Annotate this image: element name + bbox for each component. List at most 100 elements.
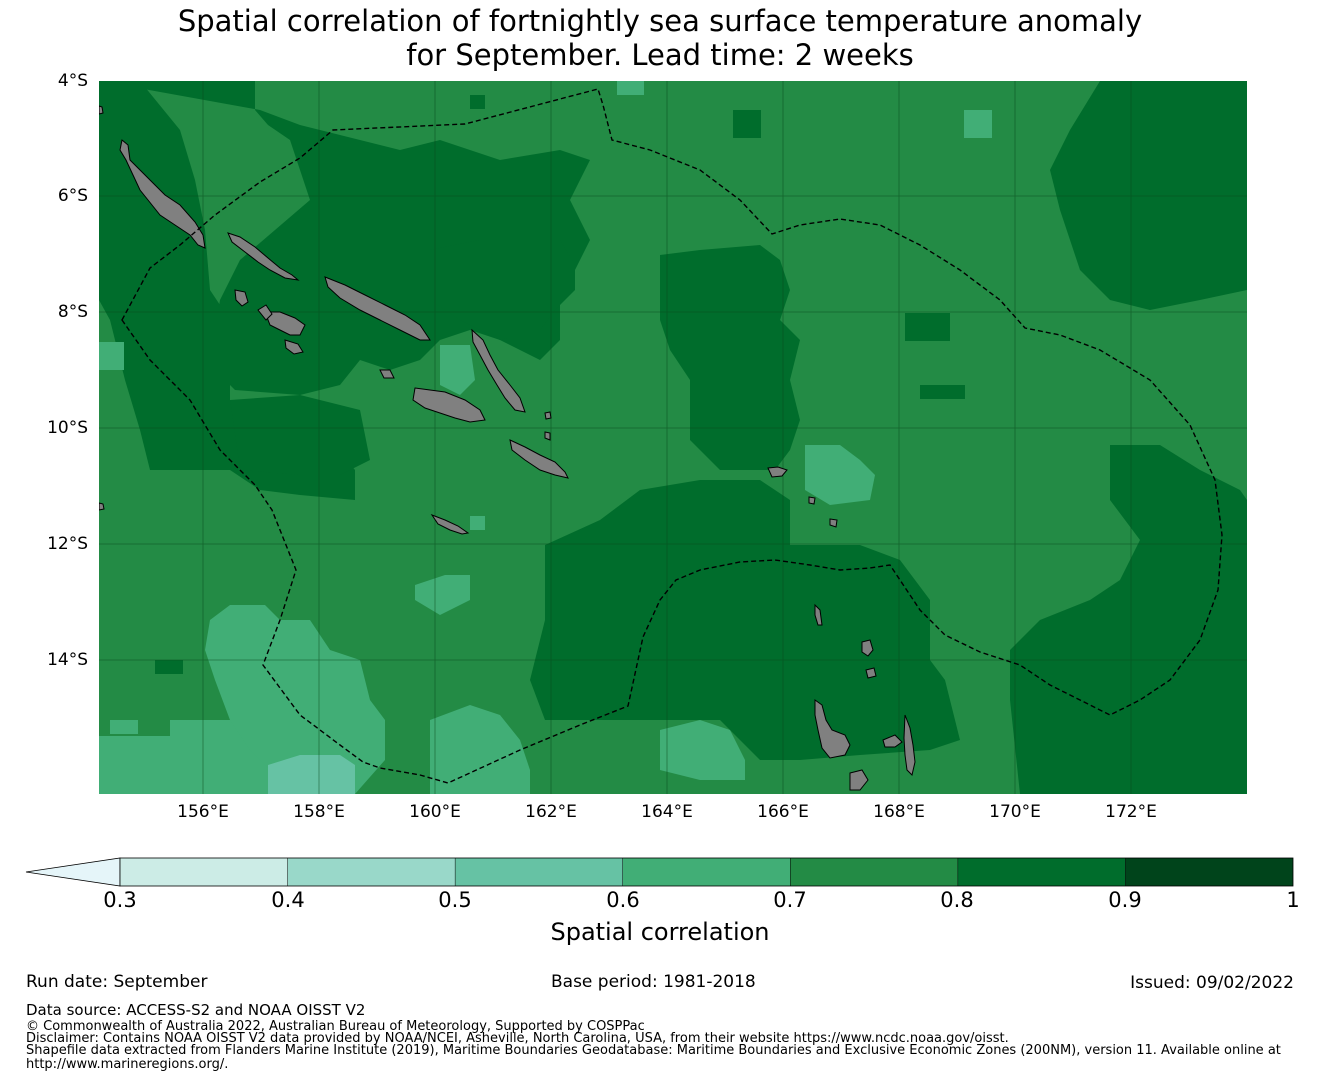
graticule	[99, 81, 1247, 794]
shapefile-notice: Shapefile data extracted from Flanders M…	[26, 1043, 1281, 1058]
banks-island	[861, 639, 874, 657]
low-region-south	[268, 755, 355, 794]
high-region-center-south	[530, 480, 960, 760]
mid-region-south	[205, 605, 385, 794]
lon-label-162e: 162°E	[525, 802, 577, 822]
mid-patch-3	[964, 110, 992, 138]
run-date: Run date: September	[26, 972, 208, 992]
torres-island	[865, 667, 877, 679]
colorbar-tick-0.6: 0.6	[606, 888, 640, 912]
colorbar-bin-0.3-0.4	[120, 858, 288, 886]
small-island-1	[99, 105, 104, 115]
high-region-east	[1010, 445, 1247, 794]
colorbar-extension-below-0.3	[25, 857, 121, 887]
bougainville-island	[119, 139, 206, 249]
lon-label-166e: 166°E	[757, 802, 809, 822]
high-patch-4	[470, 95, 485, 109]
colorbar-tick-0.7: 0.7	[773, 888, 807, 912]
makira-island	[509, 439, 569, 479]
title-line-2: for September. Lead time: 2 weeks	[406, 38, 914, 72]
pentecost-island	[903, 714, 916, 776]
mid-region-west-small	[415, 575, 470, 615]
colorbar-frame	[119, 857, 1294, 887]
colorbar-bin-0.4-0.5	[287, 858, 456, 886]
lon-label-160e: 160°E	[409, 802, 461, 822]
eez-boundaries	[121, 88, 1223, 784]
mid-patch-4	[470, 516, 485, 530]
santa-cruz-island	[767, 466, 788, 478]
land-masses	[99, 105, 916, 791]
santa-isabel-island	[324, 276, 431, 341]
mid-patch-2	[617, 81, 644, 95]
small-island-2	[99, 502, 105, 511]
lon-label-170e: 170°E	[989, 802, 1041, 822]
high-region-center-north	[660, 245, 800, 470]
low-correlation-regions	[268, 755, 355, 794]
rendova-island	[284, 339, 304, 355]
high-region-northeast	[1050, 81, 1247, 310]
lat-label-12s: 12°S	[47, 534, 88, 554]
lon-label-168e: 168°E	[873, 802, 925, 822]
high-region-west	[99, 81, 355, 500]
disclaimer-notice: Disclaimer: Contains NOAA OISST V2 data …	[26, 1031, 1009, 1046]
malaita-island	[471, 328, 526, 413]
new-georgia-island	[264, 311, 306, 336]
espiritu-santo-island	[814, 699, 851, 759]
small-island-8	[544, 431, 551, 441]
mid-region-solomon	[440, 345, 475, 395]
high-region-midwest	[230, 395, 370, 475]
chart-title: Spatial correlation of fortnightly sea s…	[0, 4, 1320, 72]
shapefile-url: http://www.marineregions.org/.	[26, 1057, 229, 1072]
colorbar-tick-1: 1	[1286, 888, 1300, 912]
small-island-6	[829, 518, 838, 528]
colorbar-bin-0.5-0.6	[455, 858, 623, 886]
lat-label-4s: 4°S	[57, 71, 88, 91]
high-patch-2	[905, 313, 950, 341]
colorbar-bin-0.8-0.9	[957, 858, 1126, 886]
lat-label-14s: 14°S	[47, 650, 88, 670]
high-correlation-regions	[99, 81, 1247, 794]
mid-region-south-central	[430, 705, 530, 794]
solomon-eez-boundary	[121, 88, 1223, 784]
guadalcanal-island	[412, 387, 486, 423]
colorbar-tick-0.9: 0.9	[1108, 888, 1142, 912]
colorbar-tick-0.8: 0.8	[940, 888, 974, 912]
colorbar-bin-0.6-0.7	[622, 858, 791, 886]
issued-date: Issued: 09/02/2022	[1130, 973, 1294, 993]
malakula-island	[882, 734, 903, 748]
mid-region-center	[660, 720, 745, 780]
high-patch-1	[733, 110, 761, 138]
colorbar-bin-0.9-1	[1125, 858, 1293, 886]
small-island-7	[379, 369, 395, 379]
small-island-3	[814, 603, 823, 626]
small-island-5	[808, 496, 816, 505]
high-region-central	[430, 230, 575, 340]
colorbar-tick-0.3: 0.3	[103, 888, 137, 912]
small-island-4	[544, 411, 552, 420]
choiseul-island	[227, 232, 300, 281]
colorbar-tick-0.4: 0.4	[271, 888, 305, 912]
mid-patch-5	[110, 720, 138, 734]
colorbar-bin-0.7-0.8	[790, 858, 958, 886]
mid-patch-1	[99, 342, 124, 370]
high-patch-5	[155, 660, 183, 674]
colorbar-tick-0.5: 0.5	[438, 888, 472, 912]
lat-label-10s: 10°S	[47, 418, 88, 438]
vella-lavella-island	[234, 289, 249, 307]
lon-label-158e: 158°E	[293, 802, 345, 822]
lat-label-6s: 6°S	[57, 186, 88, 206]
copyright-notice: © Commonwealth of Australia 2022, Austra…	[26, 1019, 645, 1034]
rennell-island	[430, 513, 470, 535]
colorbar-label: Spatial correlation	[550, 918, 770, 946]
data-source: Data source: ACCESS-S2 and NOAA OISST V2	[26, 1001, 366, 1019]
lat-label-8s: 8°S	[57, 302, 88, 322]
lon-label-164e: 164°E	[641, 802, 693, 822]
base-period: Base period: 1981-2018	[551, 972, 756, 992]
efate-island	[849, 769, 869, 791]
lon-label-172e: 172°E	[1105, 802, 1157, 822]
high-patch-3	[920, 385, 965, 399]
kolombangara-island	[257, 304, 273, 321]
lon-label-156e: 156°E	[177, 802, 229, 822]
